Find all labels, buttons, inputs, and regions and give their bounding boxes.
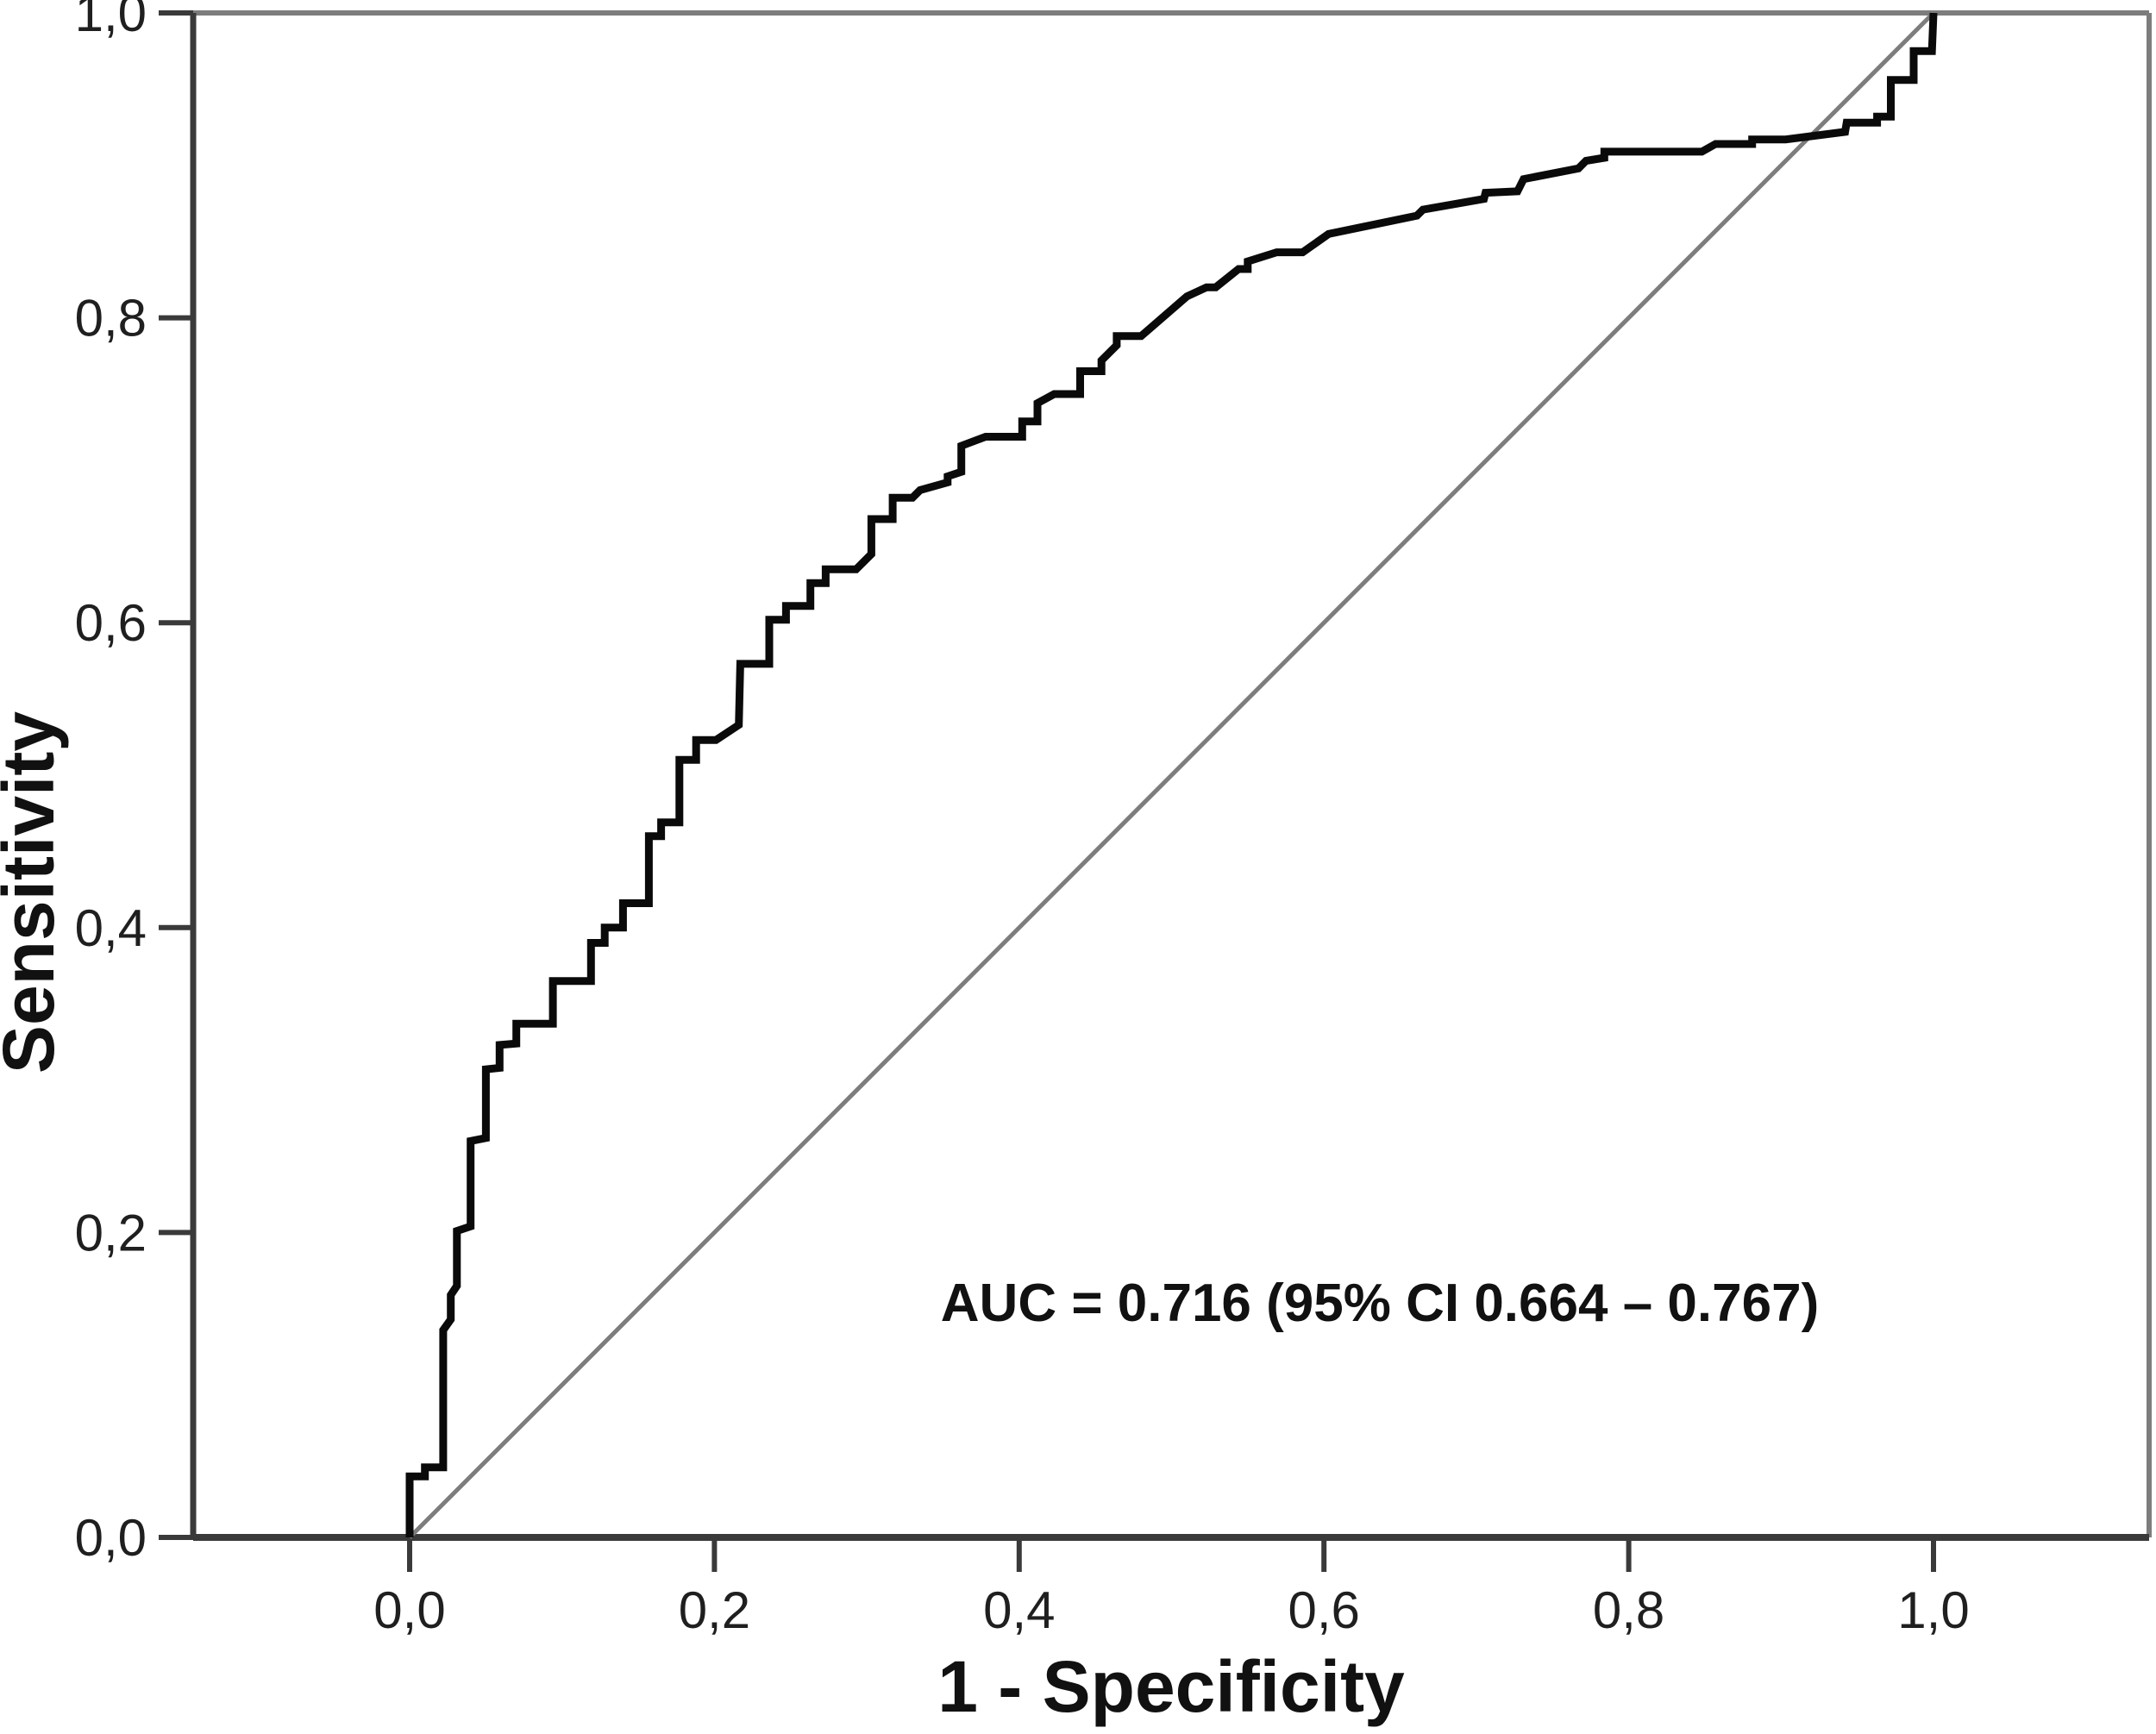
y-tick-label: 0,6 (75, 594, 147, 652)
x-tick-label: 0,4 (983, 1581, 1055, 1639)
roc-curve (405, 12, 1938, 1537)
y-tick-label: 0,2 (75, 1204, 147, 1261)
x-tick-label: 0,6 (1288, 1581, 1359, 1639)
reference-diagonal-line (408, 11, 1935, 1539)
y-axis-ticks: 0,0 0,2 0,4 0,6 0,8 1,0 (75, 0, 193, 1567)
x-tick-label: 0,0 (373, 1581, 445, 1639)
y-tick-label: 0,0 (75, 1509, 147, 1567)
x-axis-title: 1 - Specificity (937, 1646, 1405, 1727)
x-tick-label: 1,0 (1897, 1581, 1969, 1639)
auc-annotation: AUC = 0.716 (95% CI 0.664 – 0.767) (941, 1274, 1819, 1333)
x-tick-label: 0,2 (679, 1581, 750, 1639)
x-axis-ticks: 0,0 0,2 0,4 0,6 0,8 1,0 (373, 1537, 1970, 1639)
y-tick-label: 0,8 (75, 290, 147, 347)
y-tick-label: 1,0 (75, 0, 147, 42)
x-tick-label: 0,8 (1593, 1581, 1664, 1639)
y-axis-title: Sensitivity (0, 711, 69, 1074)
plot-frame (190, 10, 2152, 1541)
y-tick-label: 0,4 (75, 899, 147, 957)
